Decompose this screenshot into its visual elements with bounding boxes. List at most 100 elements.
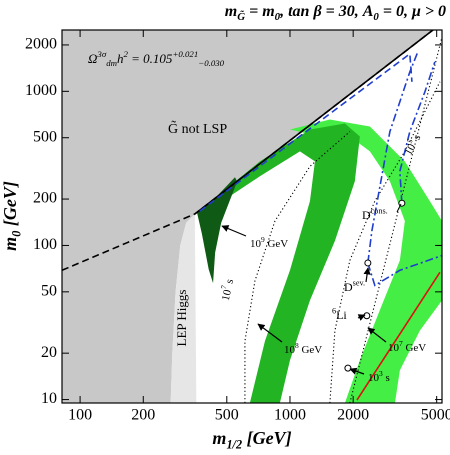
text-part: 10 [388,342,400,354]
text-part: 6 [332,306,336,315]
annotation: 107 s [216,277,235,301]
regions [62,30,442,403]
x-tick-label: 100 [68,407,92,424]
text-part: s [222,278,235,287]
x-tick-label: 200 [131,407,155,424]
text-part: m [225,3,237,20]
annotation: 109 GeV [250,235,288,250]
chart-title: mG̃ = m0, tan β = 30, A0 = 0, μ > 0 [225,3,446,23]
text-part: 5 [405,137,415,145]
text-part: GeV [299,344,323,356]
text-part: 10 [219,288,233,302]
text-part: 10 [284,344,296,356]
region [289,119,442,403]
y-tick-label: 500 [33,128,57,145]
text-part: GeV [403,342,427,354]
text-part: = m [245,3,275,20]
y-tick-label: 1000 [25,82,57,99]
text-part: = 0, μ > 0 [379,3,446,20]
text-part: 10 [250,238,262,250]
text-part: 7 [219,284,229,290]
annotation: 107 GeV [388,339,426,354]
marker-point [344,364,352,372]
y-tick-label: 100 [33,236,57,253]
text-part: m [0,237,20,251]
curve [62,30,434,272]
curve [194,30,434,215]
region [170,213,197,403]
text-part: s [383,372,390,384]
text-part: 0 [275,10,281,22]
curves [62,30,442,403]
text-part: 9 [261,235,265,244]
y-tick-label: 20 [41,344,57,361]
text-part: −0.030 [198,58,224,68]
text-part: 7 [399,339,403,348]
annotation: Dsev. [344,278,365,293]
text-part: 0 [9,231,23,237]
text-part: 10 [368,372,380,384]
arrow [257,323,283,343]
text-part: = 0.105 [128,51,173,66]
arrow [363,267,371,283]
y-tick-label: 200 [33,190,57,207]
text-part: G̃ not LSP [168,120,227,137]
annotation: G̃ not LSP [168,120,227,137]
text-part: LEP Higgs [174,290,189,347]
text-part: s [409,132,423,144]
x-tick-label: 5000 [421,407,450,424]
arrow [349,367,365,375]
curve [399,61,436,204]
text-part: dm [106,58,117,68]
pointer [396,203,402,213]
curve [199,52,413,212]
text-part: +0.021 [172,49,198,59]
text-part: 2 [123,49,128,59]
text-part: Ω [88,51,97,66]
text-part: [GeV] [242,428,291,448]
text-part: sev. [353,278,365,287]
text-part: 1/2 [226,437,242,451]
y-axis-label: m0 [GeV] [0,181,23,251]
text-part: 3 [379,369,383,378]
text-part: [GeV] [0,181,20,230]
curve [244,131,351,403]
annotation: 6Li [332,306,347,321]
plot-frame [61,29,443,404]
x-tick-label: 1000 [274,407,306,424]
overlay: 100 200 500 1000 2000 5000 10 20 50 100 200 500 1000… [25,30,450,424]
region [62,30,433,403]
text-part: D [344,280,353,294]
text-part: , tan β = 30, A [279,3,374,20]
arrow [367,327,387,343]
text-part: 0 [373,10,379,22]
text-part: cons. [371,206,388,215]
y-tick-label: 2000 [25,36,57,53]
text-part: D [362,208,371,222]
curve [367,254,442,287]
annotation: 103 s [368,369,390,384]
y-tick-label: 50 [41,283,57,300]
x-axis-label: m1/2 [GeV] [212,428,291,451]
x-tick-label: 500 [215,407,239,424]
arrow [221,225,247,237]
text-part: G̃ [237,9,245,22]
annotation: LEP Higgs [174,290,189,347]
relic-density-label: Ω3σdmh2 = 0.105+0.021−0.030 [88,49,225,68]
marker-point [398,199,406,207]
text-part: 8 [295,341,299,350]
text-part: h [117,51,124,66]
annotation: 108 GeV [284,341,322,356]
curve [367,51,419,264]
region [205,123,360,403]
curve [356,271,441,401]
arrow [357,314,366,321]
text-part: m [212,428,226,448]
text-part: GeV [265,238,289,250]
annotation: Dcons. [362,206,388,221]
text-part: 3σ [96,49,106,59]
region [196,177,238,284]
x-tick-label: 2000 [337,407,369,424]
text-part: Li [336,308,347,322]
